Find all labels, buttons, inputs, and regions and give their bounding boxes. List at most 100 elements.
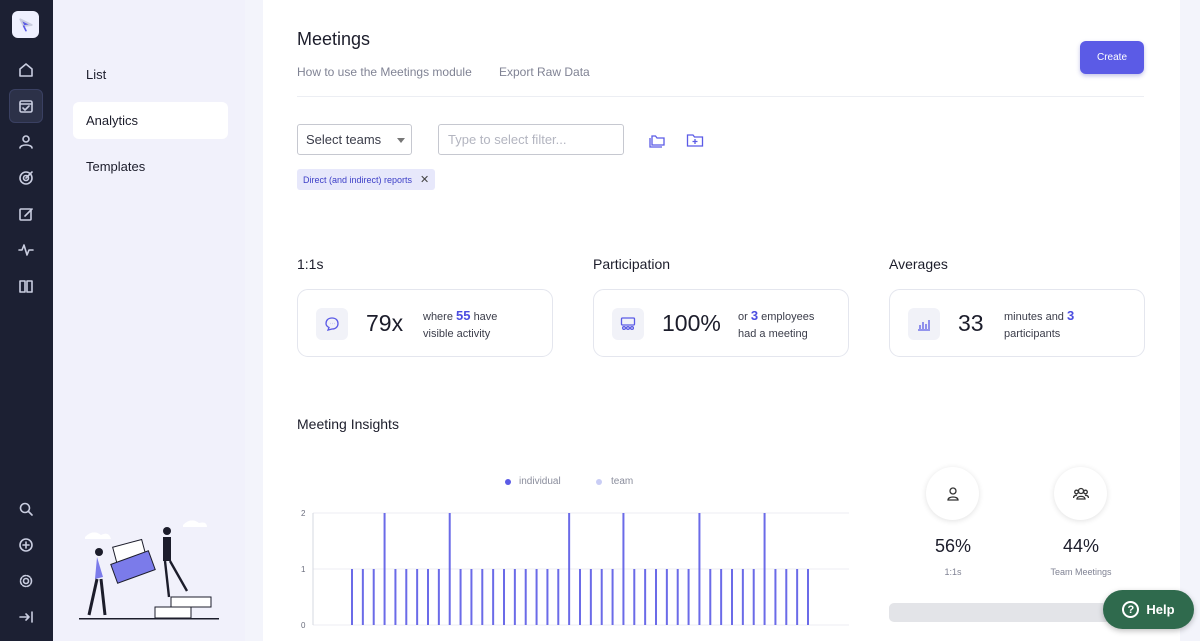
chart-bar bbox=[589, 569, 592, 625]
chart-bar bbox=[383, 513, 386, 625]
chart-bar bbox=[546, 569, 549, 625]
people-icon[interactable] bbox=[9, 125, 43, 159]
chart-bar bbox=[611, 569, 614, 625]
averages-title: Averages bbox=[889, 256, 948, 272]
chart-bar bbox=[796, 569, 799, 625]
chart-bar bbox=[600, 569, 603, 625]
create-button[interactable]: Create bbox=[1080, 41, 1144, 74]
chart-bar bbox=[437, 569, 440, 625]
chart-bar bbox=[524, 569, 527, 625]
one-on-one-percent: 56% bbox=[934, 536, 972, 556]
settings-icon[interactable] bbox=[9, 564, 43, 598]
folder-icon[interactable] bbox=[648, 131, 668, 149]
edit-icon[interactable] bbox=[9, 197, 43, 231]
chart-bar bbox=[459, 569, 462, 625]
chart-bar bbox=[351, 569, 353, 625]
filter-chip: Direct (and indirect) reports ✕ bbox=[297, 169, 436, 190]
one-on-one-label: 1:1s bbox=[944, 567, 962, 577]
chart-bar bbox=[557, 569, 560, 625]
chart-bar bbox=[731, 569, 733, 625]
chart-bar bbox=[568, 513, 571, 625]
close-icon[interactable]: ✕ bbox=[420, 174, 430, 186]
chart-bar bbox=[372, 569, 375, 625]
chart-bar bbox=[503, 569, 505, 625]
chart-bar bbox=[405, 569, 408, 625]
chart-bar bbox=[774, 569, 777, 625]
meetings-icon[interactable] bbox=[9, 89, 43, 123]
meeting-insights-chart: 0 1 2 bbox=[301, 509, 849, 630]
legend-individual-dot bbox=[505, 479, 511, 485]
chart-bar bbox=[481, 569, 484, 625]
meeting-insights-title: Meeting Insights bbox=[297, 416, 399, 432]
averages-description: minutes and 3 participants bbox=[1004, 308, 1075, 340]
export-raw-data-link[interactable]: Export Raw Data bbox=[499, 65, 590, 79]
chart-bar bbox=[513, 569, 516, 625]
logout-icon[interactable] bbox=[9, 600, 43, 634]
main-panel: Meetings How to use the Meetings module … bbox=[263, 0, 1180, 641]
pulse-icon[interactable] bbox=[9, 233, 43, 267]
group-icon bbox=[612, 308, 644, 340]
home-icon[interactable] bbox=[9, 53, 43, 87]
one-on-ones-title: 1:1s bbox=[297, 256, 324, 272]
legend-team-label: team bbox=[611, 476, 634, 487]
chart-bar bbox=[665, 569, 668, 625]
team-meetings-circle bbox=[1054, 467, 1107, 520]
chart-bar bbox=[698, 513, 701, 625]
chart-bar bbox=[427, 569, 429, 625]
chart-bar bbox=[448, 513, 451, 625]
folder-add-icon[interactable] bbox=[685, 131, 705, 149]
participation-description: or 3 employees had a meeting bbox=[738, 308, 815, 340]
question-icon: ? bbox=[1122, 601, 1140, 618]
search-icon[interactable] bbox=[9, 492, 43, 526]
select-teams-dropdown[interactable]: Select teams bbox=[297, 124, 412, 155]
chevron-down-icon bbox=[397, 138, 405, 143]
participation-title: Participation bbox=[593, 256, 671, 272]
bar-chart-icon bbox=[908, 308, 940, 340]
subnav-item-list[interactable]: List bbox=[86, 67, 107, 82]
person-icon bbox=[946, 486, 959, 501]
app-logo-icon[interactable] bbox=[12, 11, 39, 38]
header-divider bbox=[297, 96, 1144, 97]
chart-y-tick-label: 0 bbox=[301, 621, 306, 630]
chart-bar bbox=[752, 569, 755, 625]
legend-team-dot bbox=[596, 479, 602, 485]
team-meetings-label: Team Meetings bbox=[1050, 567, 1112, 577]
book-icon[interactable] bbox=[9, 269, 43, 303]
one-on-ones-card: 79x where 55 have visible activity bbox=[297, 289, 553, 357]
sub-navigation: List Analytics Templates bbox=[53, 0, 245, 641]
chart-y-tick-label: 2 bbox=[301, 509, 306, 518]
chart-bar bbox=[644, 569, 647, 625]
page-title: Meetings bbox=[297, 29, 371, 49]
averages-card: 33 minutes and 3 participants bbox=[889, 289, 1145, 357]
subnav-item-analytics[interactable]: Analytics bbox=[73, 102, 228, 139]
chart-bar bbox=[655, 569, 657, 625]
chart-bar bbox=[687, 569, 690, 625]
chart-bar bbox=[785, 569, 788, 625]
averages-value: 33 bbox=[958, 310, 984, 336]
filter-input[interactable]: Type to select filter... bbox=[438, 124, 624, 155]
chart-y-tick-label: 1 bbox=[301, 565, 306, 574]
chat-icon bbox=[316, 308, 348, 340]
add-icon[interactable] bbox=[9, 528, 43, 562]
legend-individual-label: individual bbox=[519, 476, 561, 487]
chart-bar bbox=[633, 569, 636, 625]
team-illustration bbox=[79, 520, 219, 620]
how-to-link[interactable]: How to use the Meetings module bbox=[297, 65, 472, 79]
chart-bar bbox=[741, 569, 744, 625]
chart-bar bbox=[579, 569, 581, 625]
chart-bar bbox=[394, 569, 397, 625]
meeting-ratio-bar bbox=[889, 603, 1145, 622]
chart-bar bbox=[763, 513, 766, 625]
team-meetings-percent: 44% bbox=[1062, 536, 1100, 556]
subnav-item-templates[interactable]: Templates bbox=[86, 159, 146, 174]
chart-bar bbox=[416, 569, 419, 625]
help-button[interactable]: ? Help bbox=[1103, 590, 1194, 629]
chart-bar bbox=[535, 569, 538, 625]
chart-bar bbox=[361, 569, 364, 625]
chart-bar bbox=[676, 569, 679, 625]
chart-bar bbox=[709, 569, 712, 625]
main-rail bbox=[0, 0, 53, 641]
chart-bar bbox=[492, 569, 495, 625]
goals-icon[interactable] bbox=[9, 161, 43, 195]
participation-card: 100% or 3 employees had a meeting bbox=[593, 289, 849, 357]
